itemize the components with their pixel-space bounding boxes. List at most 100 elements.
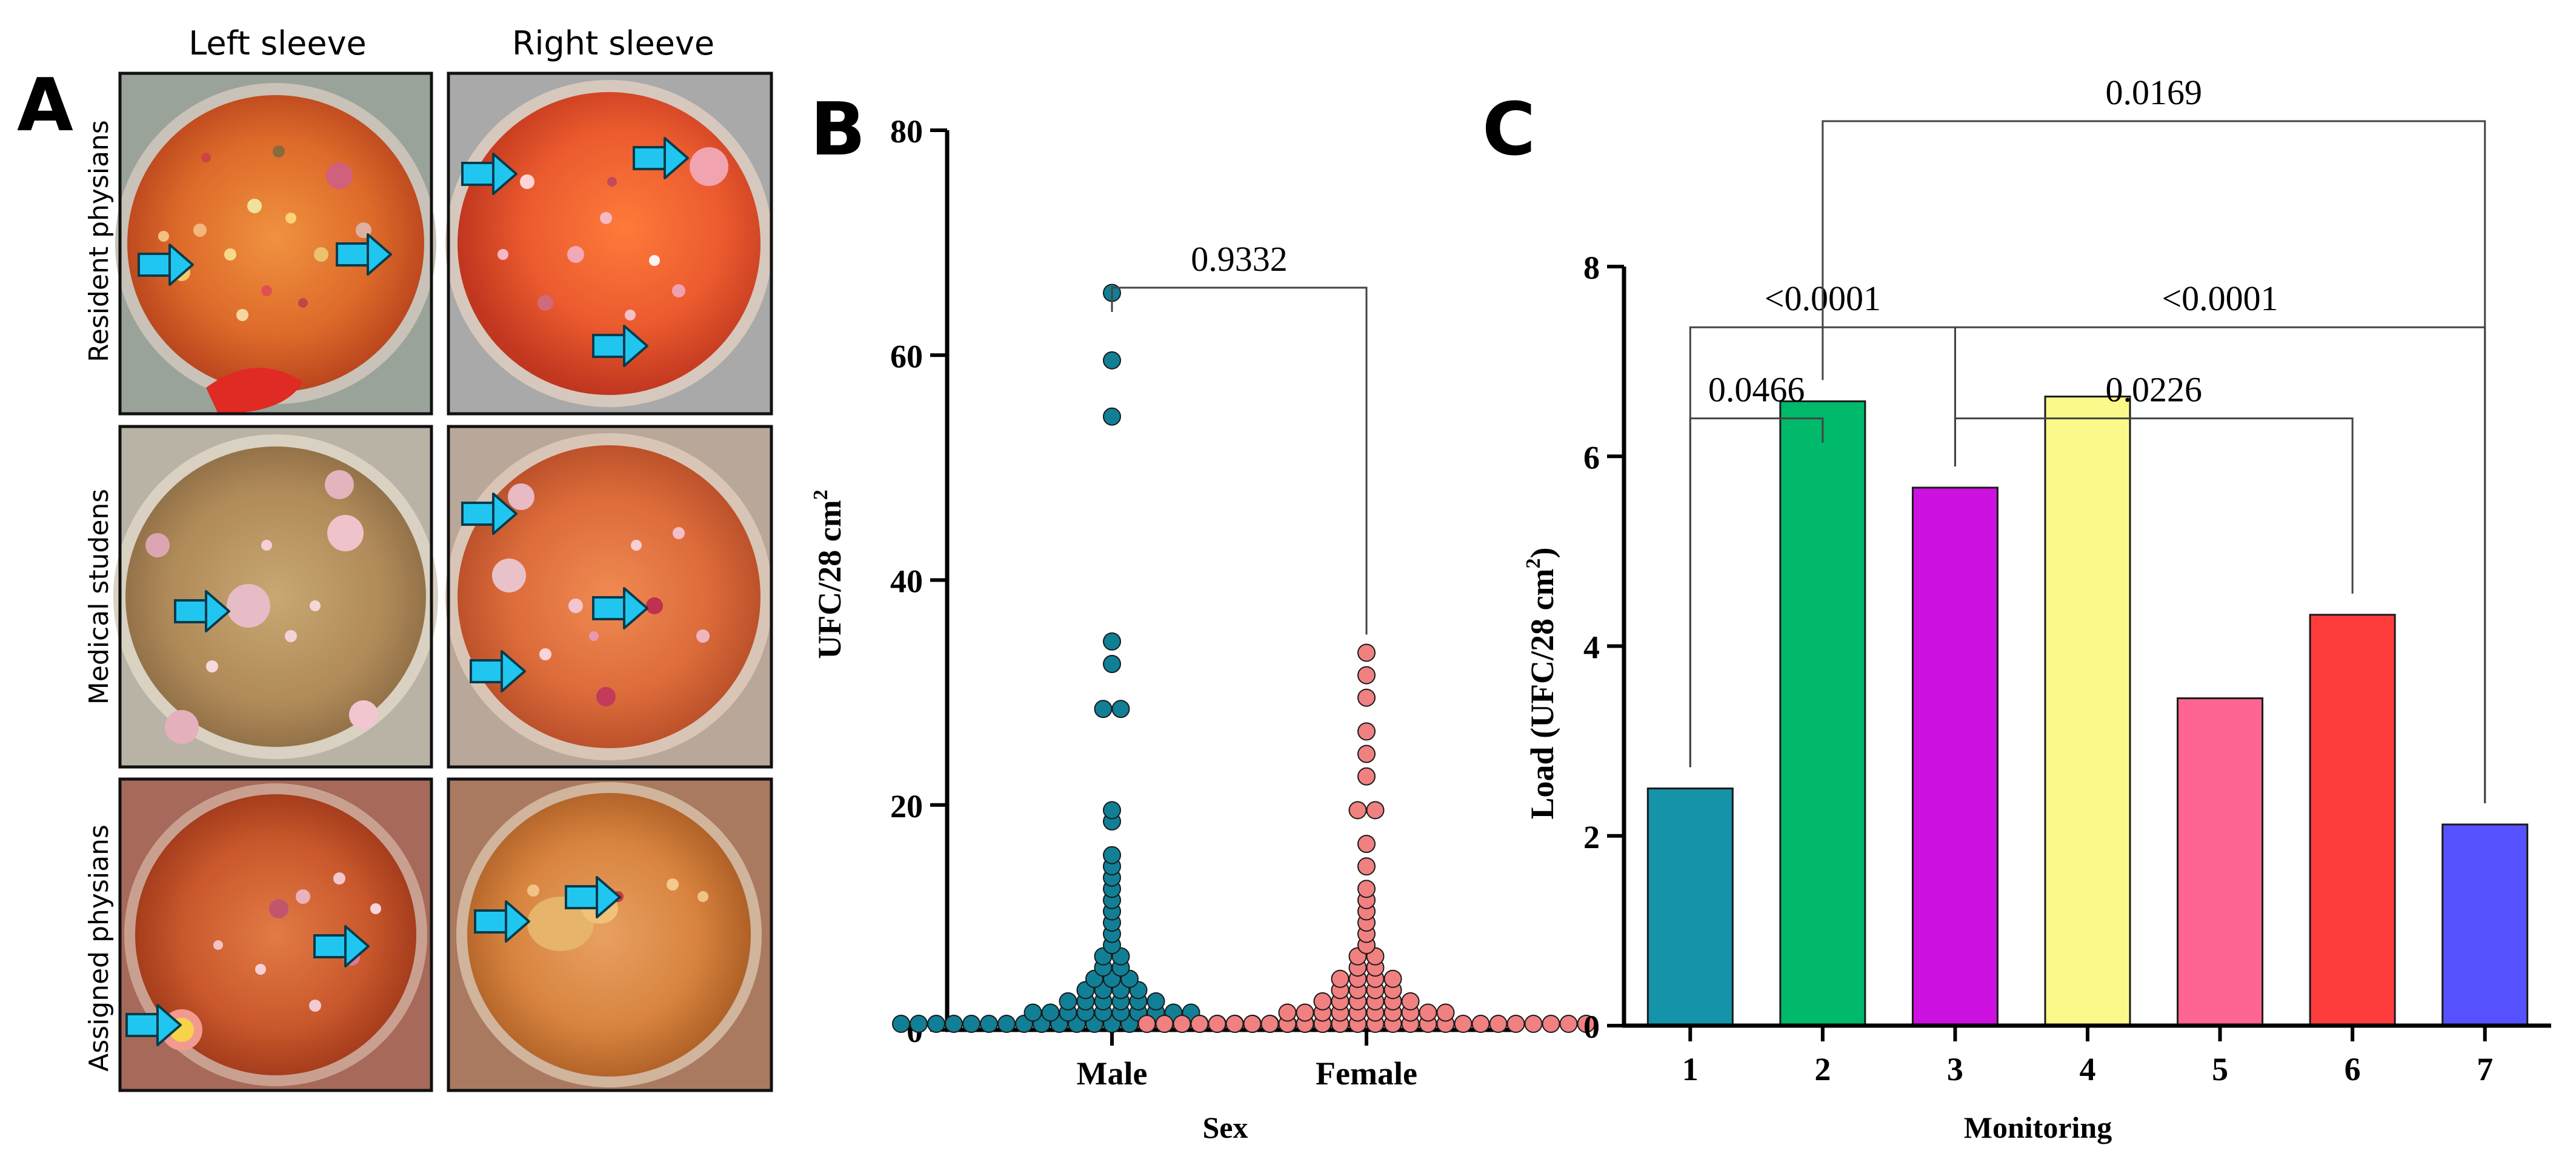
panel-b-point-female [1348,801,1367,820]
panel-c-axes: 0 2 4 6 8 1 2 3 4 5 6 7 [1583,250,2551,1087]
panel-c-y-tick-label: 0 [1583,1009,1600,1045]
panel-b-point-female [1436,1003,1455,1022]
panel-b-point-female [1155,1015,1174,1033]
panel-c-x-tick-label: 6 [2345,1051,2361,1087]
panel-b-annotation: 0.9332 [1111,239,1368,635]
panel-c-x-axis-label: Monitoring [1964,1110,2112,1144]
panel-b-point-female [1296,1003,1314,1022]
panel-b-point-male [892,1015,910,1033]
panel-c-x-tick-label: 4 [2080,1051,2096,1087]
panel-b-point-male [980,1015,998,1033]
panel-b-point-female [1577,1015,1596,1033]
panel-b-point-female [1243,1015,1262,1033]
panel-b-point-male [1103,846,1121,864]
panel-b-y-tick-label: 80 [890,113,923,150]
panel-b-point-female [1357,643,1376,662]
panel-b-x-tick-label: Male [1077,1055,1148,1092]
panel-c-x-tick-label: 5 [2212,1051,2228,1087]
panel-c-bar-1 [1646,787,1734,1027]
panel-c-bar-4 [2044,396,2131,1027]
panel-b-letter: B [810,88,865,172]
panel-a: A Left sleeve Right sleeve Resident phys… [17,24,773,1092]
panel-c-p-value: 0.0169 [2106,73,2203,112]
panel-b-point-female [1278,1003,1297,1022]
panel-c-y-tick-label: 8 [1583,250,1600,286]
panel-b-point-male [1103,801,1121,820]
panel-a-letter: A [17,64,73,148]
panel-b-points [892,284,1596,1033]
panel-b-point-female [1357,857,1376,876]
panel-b: B 020406080MaleFemale 0.9332 UFC/28 cm2 … [810,88,1596,1144]
panel-b-point-female [1313,992,1332,1010]
panel-c-letter: C [1482,88,1536,172]
panel-c-bar-5 [2177,697,2264,1027]
row-label-students: Medical studens [84,489,115,705]
panel-c-x-tick-label: 7 [2477,1051,2493,1087]
panel-b-point-female [1208,1015,1226,1033]
panel-b-point-female [1559,1015,1578,1033]
panel-b-point-male [927,1015,945,1033]
panel-b-point-male [1094,700,1113,718]
panel-b-point-male [945,1015,963,1033]
panel-c-x-tick-label: 3 [1947,1051,1963,1087]
panel-b-point-male [1103,407,1121,426]
col-header-right: Right sleeve [512,24,714,62]
petri-dish-resident-left [115,71,436,416]
panel-b-point-female [1331,969,1350,988]
panel-b-x-tick-label: Female [1316,1055,1417,1092]
panel-b-axes: 020406080MaleFemale [890,113,1515,1092]
panel-c-y-tick-label: 6 [1583,439,1600,476]
panel-b-point-female [1190,1015,1209,1033]
panel-c-bar-6 [2309,614,2396,1027]
panel-b-point-female [1471,1015,1490,1033]
panel-b-point-female [1173,1015,1191,1033]
petri-dish-students-left [113,425,438,769]
panel-c-p-value: 0.0466 [1708,370,1805,410]
panel-b-point-female [1357,835,1376,853]
panel-b-y-tick-label: 40 [890,563,923,600]
panel-b-point-female [1357,666,1376,685]
panel-b-point-female [1506,1015,1525,1033]
panel-b-x-axis-label: Sex [1203,1110,1248,1144]
row-label-assigned: Assigned physians [84,825,115,1072]
panel-b-point-female [1366,801,1385,820]
panel-b-point-male [1059,992,1077,1010]
panel-b-point-female [1260,1015,1279,1033]
panel-b-point-female [1137,1015,1156,1033]
petri-dish-resident-right [445,71,773,416]
petri-dish-assigned-right [447,777,773,1092]
panel-b-point-male [1103,351,1121,370]
panel-b-point-female [1489,1015,1508,1033]
panel-b-point-female [1401,992,1420,1010]
panel-b-point-male [997,1015,1016,1033]
panel-b-point-female [1383,969,1402,988]
panel-b-point-female [1419,1003,1437,1022]
panel-c-y-tick-label: 4 [1583,629,1600,666]
panel-c-significance-bracket [1822,120,2486,803]
panel-c-p-value: 0.0226 [2106,370,2203,410]
panel-b-point-female [1357,745,1376,763]
panel-b-point-female [1357,722,1376,741]
panel-c-bar-2 [1779,400,1866,1027]
panel-b-point-male [962,1015,980,1033]
row-label-resident: Resident physians [84,120,115,362]
panel-b-point-female [1542,1015,1560,1033]
panel-b-point-female [1524,1015,1543,1033]
panel-c-p-value: <0.0001 [2162,279,2278,318]
panel-b-point-male [1147,992,1165,1010]
panel-b-point-male [1041,1003,1060,1022]
panel-b-p-value: 0.9332 [1191,239,1288,279]
panel-b-point-female [1357,688,1376,707]
panel-c-x-tick-label: 2 [1814,1051,1831,1087]
panel-c-y-tick-label: 2 [1583,819,1600,855]
panel-b-point-female [1454,1015,1473,1033]
panel-c-x-tick-label: 1 [1682,1051,1699,1087]
col-header-left: Left sleeve [188,24,367,62]
panel-b-point-female [1357,767,1376,786]
panel-c-bar-3 [1911,486,1999,1027]
panel-b-point-male [1103,655,1121,673]
panel-b-significance-bracket [1111,287,1368,635]
